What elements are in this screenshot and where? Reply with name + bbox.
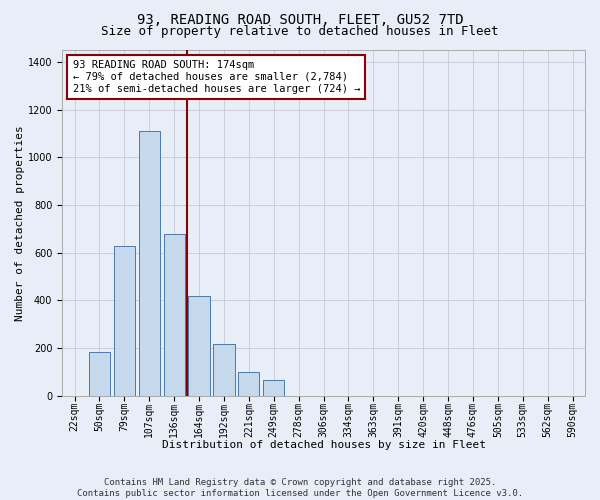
Bar (164, 234, 185, 396)
Bar (263, 380, 284, 396)
Bar (89, 352, 110, 396)
Bar (214, 344, 235, 396)
Bar (188, 296, 209, 396)
Text: Contains HM Land Registry data © Crown copyright and database right 2025.
Contai: Contains HM Land Registry data © Crown c… (77, 478, 523, 498)
X-axis label: Distribution of detached houses by size in Fleet: Distribution of detached houses by size … (161, 440, 485, 450)
Y-axis label: Number of detached properties: Number of detached properties (15, 125, 25, 320)
Bar (139, 131, 160, 396)
Text: 93 READING ROAD SOUTH: 174sqm
← 79% of detached houses are smaller (2,784)
21% o: 93 READING ROAD SOUTH: 174sqm ← 79% of d… (73, 60, 360, 94)
Bar (238, 372, 259, 396)
Text: Size of property relative to detached houses in Fleet: Size of property relative to detached ho… (101, 25, 499, 38)
Bar (114, 246, 135, 396)
Text: 93, READING ROAD SOUTH, FLEET, GU52 7TD: 93, READING ROAD SOUTH, FLEET, GU52 7TD (137, 12, 463, 26)
